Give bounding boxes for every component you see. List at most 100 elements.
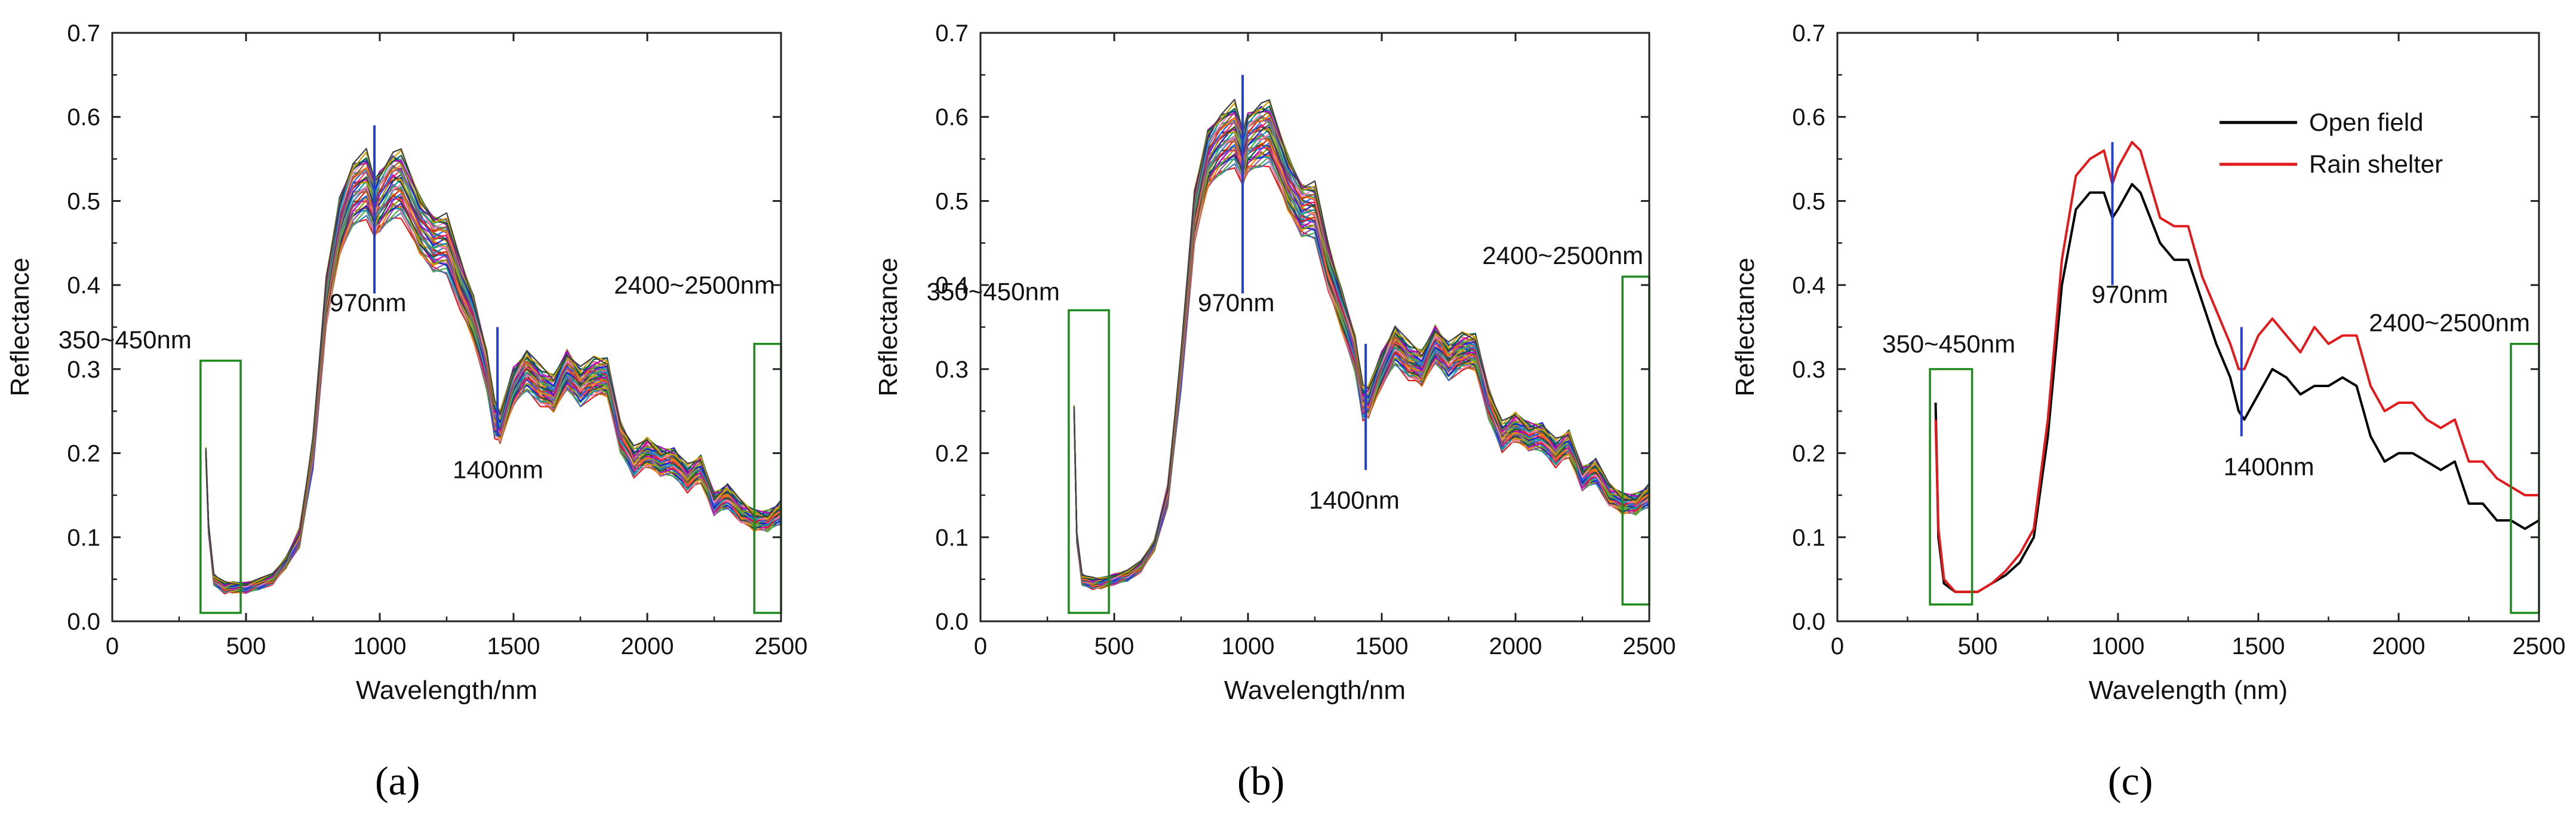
plot-area [1073, 99, 1649, 590]
y-axis-label: Reflectance [874, 257, 903, 396]
y-tick-label: 0.3 [67, 357, 100, 383]
spectrum-line [205, 149, 781, 586]
x-tick-label: 500 [226, 633, 266, 660]
spectrum-line [205, 185, 781, 591]
spectrum-line [205, 159, 781, 588]
range-box-label: 350~450nm [927, 278, 1060, 306]
spectrum-line [205, 183, 781, 589]
x-axis-label: Wavelength (nm) [2089, 676, 2288, 705]
y-tick-label: 0.6 [935, 105, 969, 131]
y-tick-label: 0.3 [1792, 357, 1825, 383]
x-tick-label: 1000 [1222, 633, 1275, 660]
marker-label: 970nm [330, 289, 406, 317]
range-box-350-450 [1929, 368, 1974, 606]
y-tick-label: 0.2 [1792, 441, 1825, 467]
panel-label-c: (c) [2108, 758, 2153, 803]
x-tick-label: 2500 [1623, 633, 1676, 660]
marker-label: 970nm [1198, 289, 1274, 317]
x-axis-label: Wavelength/nm [356, 676, 537, 705]
spectrum-line [205, 175, 781, 590]
y-tick-label: 0.0 [67, 609, 100, 635]
x-axis-label: Wavelength/nm [1224, 676, 1406, 705]
spectrum-line [205, 157, 781, 588]
range-box-label: 2400~2500nm [614, 271, 775, 299]
range-box-label: 350~450nm [1882, 330, 2015, 358]
y-tick-label: 0.6 [67, 105, 100, 131]
spectrum-line [205, 167, 781, 588]
x-tick-label: 0 [106, 633, 119, 660]
range-box-350-450 [1068, 309, 1110, 614]
marker-label: 1400nm [453, 455, 543, 483]
spectrum-line [205, 165, 781, 588]
spectrum-line [205, 176, 781, 590]
x-tick-label: 1000 [2092, 633, 2145, 660]
marker-label: 970nm [2092, 280, 2168, 308]
spectrum-line [205, 155, 781, 587]
y-tick-label: 0.1 [67, 525, 100, 551]
range-box-label: 2400~2500nm [2369, 309, 2530, 337]
x-tick-label: 2000 [621, 633, 674, 660]
y-tick-label: 0.6 [1792, 105, 1825, 131]
range-box-2400-2500 [753, 342, 782, 614]
series-line-open-field [1934, 183, 2539, 593]
panel-label-b: (b) [1237, 758, 1285, 803]
plot-area [205, 148, 781, 595]
x-tick-label: 0 [1831, 633, 1844, 660]
axes-frame [111, 32, 782, 622]
range-box-350-450 [199, 360, 242, 614]
spectrum-line [205, 164, 781, 588]
spectrum-line [205, 164, 781, 587]
spectrum-line [205, 176, 781, 590]
x-tick-label: 500 [1095, 633, 1135, 660]
spectrum-line [205, 186, 781, 591]
y-tick-label: 0.4 [935, 272, 969, 299]
range-box-2400-2500 [2510, 342, 2540, 614]
legend: Open field Rain shelter [2220, 108, 2443, 178]
plot-area [1934, 140, 2539, 593]
y-tick-label: 0.0 [1792, 609, 1825, 635]
x-tick-label: 2000 [1489, 633, 1542, 660]
x-tick-label: 2500 [755, 633, 808, 660]
y-tick-label: 0.5 [935, 188, 969, 214]
range-box-2400-2500 [1621, 275, 1650, 606]
spectrum-line [205, 174, 781, 590]
spectrum-line [205, 183, 781, 591]
spectrum-line [205, 157, 781, 587]
x-tick-label: 1500 [1355, 633, 1409, 660]
chart-panel-a: 350~450nm 2400~2500nm 970nm 1400nm 0 500 1000 1… [5, 20, 807, 705]
y-tick-label: 0.4 [1792, 272, 1825, 299]
series-line-rain-shelter [1934, 140, 2539, 593]
x-tick-label: 0 [974, 633, 987, 660]
spectrum-line [205, 186, 781, 591]
y-tick-label: 0.1 [935, 525, 969, 551]
spectrum-line [205, 155, 781, 585]
spectrum-line [205, 179, 781, 590]
x-tick-label: 2000 [2372, 633, 2426, 660]
spectrum-line [205, 167, 781, 589]
chart-panel-b: 350~450nm 2400~2500nm 970nm 1400nm 0 500 1000 1… [874, 20, 1676, 705]
range-box-label: 350~450nm [59, 326, 192, 354]
spectrum-line [205, 178, 781, 590]
x-tick-label: 1000 [353, 633, 407, 660]
x-tick-label: 2500 [2513, 633, 2566, 660]
spectrum-line [205, 174, 781, 588]
spectrum-line [1073, 99, 1649, 581]
y-tick-label: 0.5 [1792, 188, 1825, 214]
x-tick-label: 1500 [487, 633, 540, 660]
y-tick-label: 0.1 [1792, 525, 1825, 551]
spectrum-line [205, 170, 781, 588]
legend-label: Rain shelter [2309, 150, 2443, 178]
y-tick-label: 0.4 [67, 272, 100, 299]
spectrum-line [205, 160, 781, 587]
legend-label: Open field [2309, 108, 2423, 136]
y-tick-label: 0.3 [935, 357, 969, 383]
spectrum-line [205, 168, 781, 589]
y-tick-label: 0.0 [935, 609, 969, 635]
range-box-label: 2400~2500nm [1482, 241, 1643, 269]
axes-frame [979, 32, 1650, 622]
marker-label: 1400nm [1309, 486, 1400, 514]
y-tick-label: 0.2 [67, 441, 100, 467]
y-tick-label: 0.7 [1792, 20, 1825, 47]
